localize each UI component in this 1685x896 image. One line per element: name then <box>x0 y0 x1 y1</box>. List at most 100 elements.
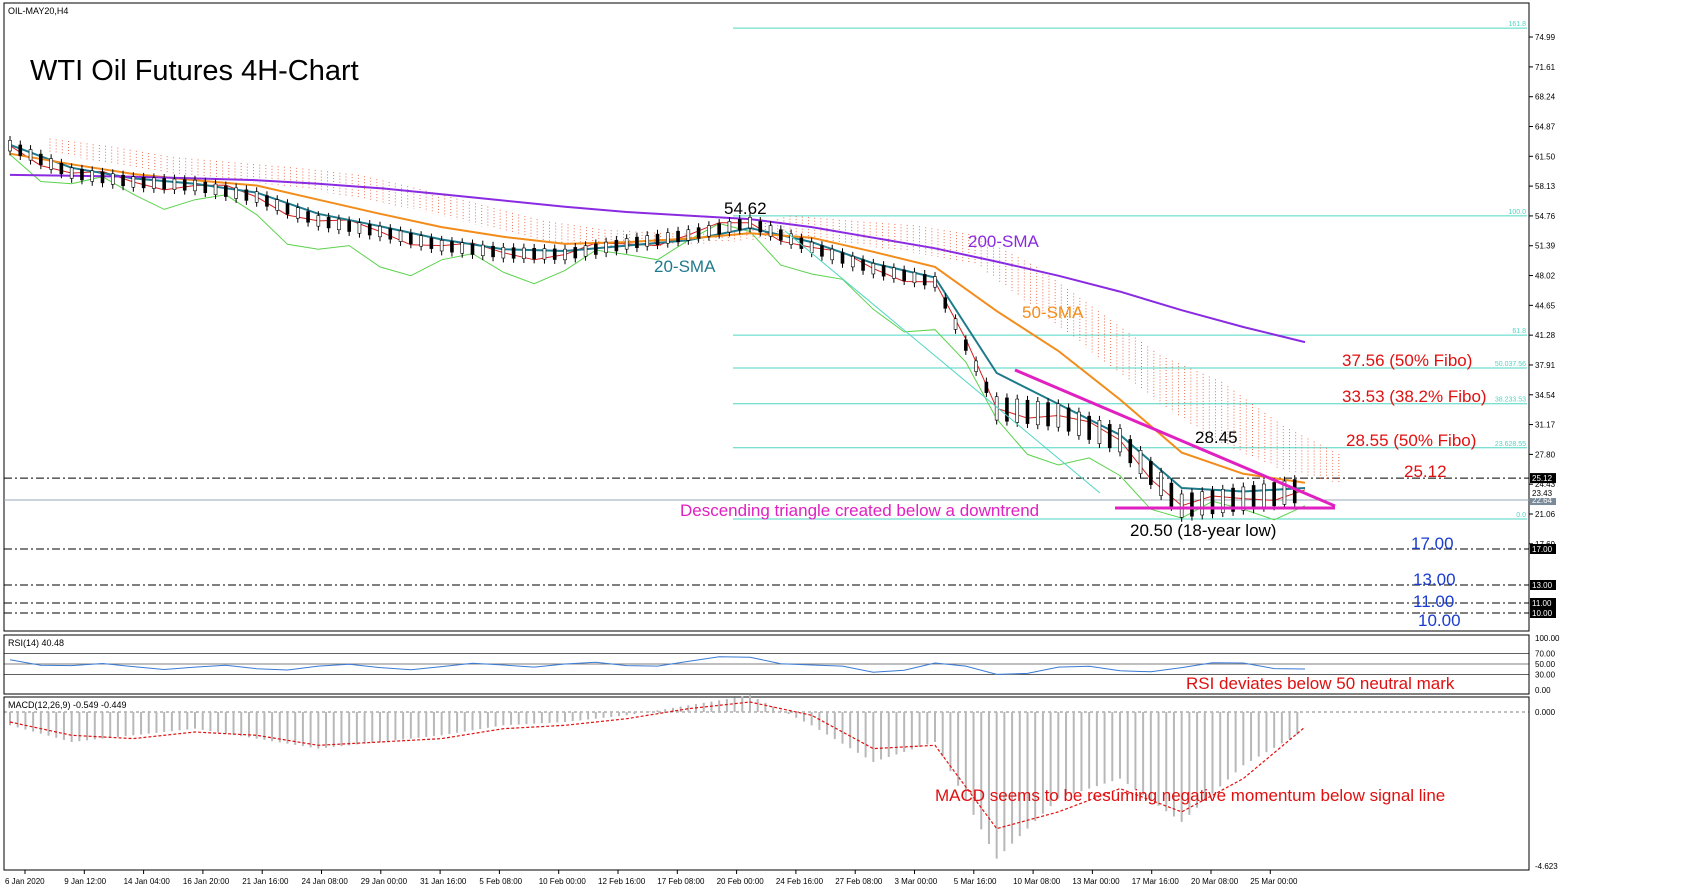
sma200-label: 200-SMA <box>968 232 1040 251</box>
price-badge-box <box>1530 544 1556 554</box>
candle-body <box>892 267 896 279</box>
candle-body <box>1087 415 1091 440</box>
rsi-tick-label: 50.00 <box>1535 660 1556 669</box>
candle-body <box>59 162 64 175</box>
candle-body <box>69 167 74 179</box>
downtrend-line <box>784 230 1101 494</box>
candle-body <box>1179 493 1184 518</box>
candle-body <box>727 221 732 233</box>
price-tick-label: 34.54 <box>1535 391 1556 400</box>
candle-body <box>655 233 660 246</box>
candle-body <box>100 171 105 184</box>
high-2845-label: 28.45 <box>1195 428 1238 447</box>
price-badge-box <box>1530 598 1556 608</box>
level-1300-label: 13.00 <box>1413 570 1456 589</box>
rsi-tick-label: 70.00 <box>1535 650 1556 659</box>
candle-body <box>871 263 876 275</box>
price-badge-label: 23.43 <box>1532 489 1553 498</box>
candle-body <box>244 189 249 201</box>
candle-body <box>367 224 372 236</box>
candle-body <box>1272 482 1276 507</box>
candle-body <box>614 240 619 252</box>
macd-tick-label: -4.623 <box>1535 862 1558 871</box>
candle-body <box>275 199 280 211</box>
candle-body <box>964 339 968 351</box>
price-axis: 74.99 71.61 68.24 64.87 61.50 58.13 54.76 51.39… <box>1529 33 1556 549</box>
candle-body <box>696 227 701 239</box>
date-tick-label: 20 Feb 00:00 <box>717 877 765 886</box>
candle-body <box>398 230 403 242</box>
price-tick-label: 44.65 <box>1535 301 1556 310</box>
candle-body <box>141 176 146 189</box>
price-tick-label: 24.43 <box>1535 480 1556 489</box>
price-badge-label: 17.00 <box>1532 545 1553 554</box>
candle-body <box>665 232 670 244</box>
candle-body <box>953 318 958 330</box>
candle-body <box>1231 487 1235 512</box>
price-badge-box <box>1530 488 1556 499</box>
fib-50-label: 37.56 (50% Fibo) <box>1342 351 1472 370</box>
macd-tick-label: 0.000 <box>1535 708 1556 717</box>
low-2050-label: 20.50 (18-year low) <box>1130 521 1276 540</box>
candle-body <box>717 223 721 235</box>
candle-body <box>830 248 835 261</box>
candle-body <box>1251 485 1256 510</box>
candle-body <box>203 181 208 194</box>
price-badge-label: 22.64 <box>1532 496 1553 505</box>
price-badge-label: 10.00 <box>1532 609 1553 618</box>
level-1000-label: 10.00 <box>1418 611 1461 630</box>
candle-body <box>285 203 290 215</box>
price-tick-label: 58.13 <box>1535 182 1556 191</box>
candle-body <box>1128 439 1133 464</box>
candle-body <box>28 149 33 161</box>
rsi-note: RSI deviates below 50 neutral mark <box>1186 674 1455 693</box>
price-tick-label: 54.76 <box>1535 212 1556 221</box>
candle-body <box>1015 398 1020 423</box>
candle-body <box>90 170 95 182</box>
date-axis: 6 Jan 2020 9 Jan 12:00 14 Jan 04:00 16 Jan … <box>5 870 1298 886</box>
candle-body <box>1025 399 1030 424</box>
candle-body <box>347 220 351 232</box>
date-tick-label: 25 Mar 00:00 <box>1250 877 1298 886</box>
price-tick-label: 48.02 <box>1535 272 1556 281</box>
candle-body <box>409 232 413 245</box>
candle-body <box>604 241 608 254</box>
candle-body <box>820 245 824 257</box>
candle-body <box>1107 424 1112 449</box>
candle-body <box>1292 479 1297 504</box>
candle-body <box>1241 486 1246 511</box>
candle-body <box>460 242 465 254</box>
candle-body <box>624 238 629 250</box>
level-2512-label: 25.12 <box>1404 462 1447 481</box>
date-tick-label: 29 Jan 00:00 <box>361 877 408 886</box>
candle-body <box>501 247 506 259</box>
candle-body <box>450 241 454 253</box>
candle-body <box>861 259 865 271</box>
candle-body <box>850 255 855 268</box>
price-tick-label: 41.28 <box>1535 331 1556 340</box>
candle-body <box>1097 420 1102 444</box>
candle-body <box>912 271 917 284</box>
candle-body <box>193 179 197 192</box>
candle-body <box>316 215 321 227</box>
candle-body <box>224 185 228 197</box>
candle-body <box>80 168 84 181</box>
fib-level-label: 50.037.56 <box>1495 361 1526 368</box>
candle-body <box>265 195 269 207</box>
candle-body <box>439 240 444 252</box>
candle-body <box>635 236 639 249</box>
date-tick-label: 20 Mar 08:00 <box>1191 877 1239 886</box>
fib-level-label: 0.0 <box>1516 512 1526 519</box>
candle-body <box>429 237 434 249</box>
candle-body <box>511 247 516 259</box>
candle-body <box>419 235 423 247</box>
candle-body <box>1190 492 1194 517</box>
candle-body <box>922 274 927 286</box>
candle-body <box>840 252 845 264</box>
candle-body <box>49 158 53 170</box>
date-tick-label: 10 Feb 00:00 <box>539 877 587 886</box>
chart-title: WTI Oil Futures 4H-Chart <box>30 55 359 87</box>
candle-body <box>1169 482 1174 507</box>
